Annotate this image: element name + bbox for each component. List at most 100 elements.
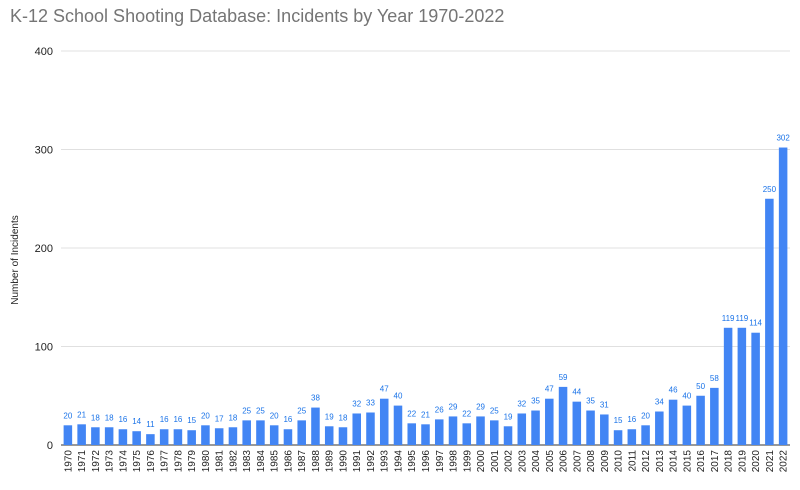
x-tick-label-2016: 2016 [696,450,707,473]
data-label-1972: 18 [91,413,100,422]
data-label-1991: 32 [352,399,361,408]
data-label-1971: 21 [77,410,86,419]
bar-2004 [531,410,540,445]
data-label-2012: 20 [641,411,650,420]
bar-1988 [311,407,320,445]
data-label-2009: 31 [600,400,609,409]
x-tick-label-1991: 1991 [352,450,363,473]
data-labels: 20 21 18 18 16 14 11 16 16 15 20 17 18 25 25 20 16 25 38 19… [63,134,790,430]
x-tick-label-2014: 2014 [669,450,680,473]
data-label-1998: 29 [449,402,458,411]
bar-2006 [558,386,568,445]
x-tick-label-2008: 2008 [586,450,597,473]
data-label-2022: 302 [776,134,790,143]
bar-2013 [655,411,664,445]
x-tick-label-2001: 2001 [490,450,501,473]
data-label-1995: 22 [407,409,416,418]
y-tick-label: 300 [35,145,53,157]
bar-2005 [545,398,554,445]
data-label-2006: 59 [559,373,568,382]
x-tick-label-1993: 1993 [380,450,391,473]
gridlines [61,50,790,446]
bar-2014 [668,399,678,445]
x-tick-label-1995: 1995 [407,450,418,473]
bar-2019 [737,327,747,445]
bar-2009 [600,414,609,445]
data-label-2014: 46 [669,386,678,395]
bar-1978 [173,429,183,445]
x-axis-ticks: 1970 1971 1972 1973 1974 1975 1976 1977 1978 1979… [63,450,789,473]
x-tick-label-1978: 1978 [173,450,184,473]
bar-1994 [393,405,403,445]
bar-1986 [283,429,293,445]
data-label-1996: 21 [421,410,430,419]
data-label-1988: 38 [311,394,320,403]
x-tick-label-1972: 1972 [91,450,102,473]
y-axis-label: Number of Incidents [10,215,21,305]
x-tick-label-1992: 1992 [366,450,377,473]
bar-1972 [91,427,100,445]
data-label-1992: 33 [366,398,375,407]
data-label-1970: 20 [63,411,72,420]
y-tick-label: 100 [35,342,53,354]
data-label-1979: 15 [187,416,196,425]
x-tick-label-2009: 2009 [600,450,611,473]
x-tick-label-2007: 2007 [572,450,583,473]
bars [63,147,788,445]
bar-1976 [146,434,155,445]
bar-1997 [434,419,444,445]
data-label-2003: 32 [517,399,526,408]
x-tick-label-1989: 1989 [325,450,336,473]
y-tick-label: 400 [35,46,53,58]
x-tick-label-2010: 2010 [614,450,625,473]
data-label-2021: 250 [763,185,777,194]
data-label-1999: 22 [462,409,471,418]
x-tick-label-2022: 2022 [779,450,790,473]
bar-2008 [586,410,595,445]
data-label-1989: 19 [325,412,334,421]
data-label-1984: 25 [256,406,265,415]
x-tick-label-1983: 1983 [242,450,253,473]
data-label-1994: 40 [394,392,403,401]
x-tick-label-1985: 1985 [270,450,281,473]
bar-1996 [421,424,430,445]
x-tick-label-2021: 2021 [765,450,776,473]
data-label-2008: 35 [586,397,595,406]
bar-2018 [723,327,733,445]
data-label-1981: 17 [215,414,224,423]
bar-2000 [476,416,485,445]
bar-1991 [352,413,361,445]
data-label-1985: 20 [270,411,279,420]
bar-1979 [187,430,196,445]
data-label-2011: 16 [627,415,636,424]
x-tick-label-2004: 2004 [531,450,542,473]
x-tick-label-1984: 1984 [256,450,267,473]
x-tick-label-1986: 1986 [283,450,294,473]
x-tick-label-1973: 1973 [105,450,116,473]
data-label-1980: 20 [201,411,210,420]
bar-1995 [407,423,417,445]
bar-2003 [517,413,527,445]
data-label-2013: 34 [655,398,664,407]
data-label-2015: 40 [682,392,691,401]
data-label-2019: 119 [735,314,748,323]
data-label-1993: 47 [380,385,389,394]
bar-1999 [462,423,472,445]
x-tick-label-2006: 2006 [559,450,570,473]
bar-1987 [297,420,306,445]
data-label-2016: 50 [696,382,705,391]
x-tick-label-2013: 2013 [655,450,666,473]
data-label-2000: 29 [476,402,485,411]
data-label-1986: 16 [283,415,292,424]
y-tick-label: 200 [35,243,53,255]
bar-1970 [63,425,73,445]
x-tick-label-2018: 2018 [724,450,735,473]
bar-1977 [159,429,169,445]
x-tick-label-1981: 1981 [215,450,226,473]
x-tick-label-1988: 1988 [311,450,322,473]
data-label-1973: 18 [105,413,114,422]
bar-1980 [201,425,210,445]
bar-2010 [613,430,623,445]
